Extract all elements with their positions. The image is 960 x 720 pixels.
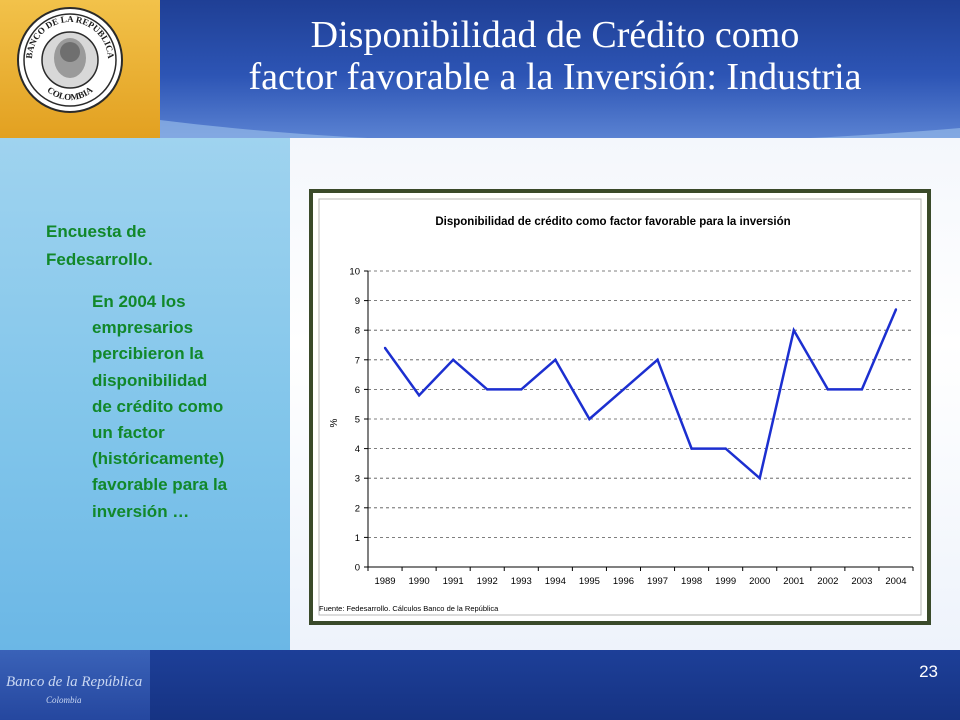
y-tick-label: 10 — [349, 267, 360, 278]
chart-source-note: Fuente: Fedesarrollo. Cálculos Banco de … — [319, 604, 499, 613]
data-point — [894, 308, 898, 311]
x-tick-label: 1994 — [545, 576, 566, 587]
data-point — [792, 329, 795, 332]
x-tick-label: 2003 — [851, 576, 872, 587]
data-point — [656, 358, 659, 361]
chart-frame: Disponibilidad de crédito como factor fa… — [309, 189, 931, 625]
page-number: 23 — [919, 662, 938, 681]
y-tick-label: 3 — [355, 474, 360, 485]
x-tick-label: 2002 — [817, 576, 838, 587]
summary-text: En 2004 los empresarios percibieron la d… — [92, 292, 228, 521]
y-tick-label: 2 — [355, 503, 360, 514]
y-tick-label: 8 — [355, 326, 360, 337]
x-tick-label: 2001 — [783, 576, 804, 587]
x-tick-label: 1995 — [579, 576, 600, 587]
data-point — [758, 477, 761, 480]
y-tick-label: 5 — [355, 415, 360, 426]
title-line-1: Disponibilidad de Crédito como — [310, 14, 800, 56]
y-tick-label: 6 — [355, 385, 360, 396]
y-tick-label: 7 — [355, 355, 360, 366]
y-tick-label: 0 — [355, 563, 360, 574]
data-point — [690, 447, 693, 450]
line-chart: Disponibilidad de crédito como factor fa… — [318, 198, 922, 616]
data-point — [554, 358, 557, 361]
footer-logo-panel — [0, 650, 150, 720]
x-tick-label: 1989 — [374, 576, 395, 587]
header-band — [0, 0, 960, 138]
data-point — [622, 388, 625, 391]
chart-title: Disponibilidad de crédito como factor fa… — [435, 216, 790, 228]
footer-logo-text: Banco de la República — [6, 674, 143, 690]
left-panel — [0, 138, 290, 650]
x-tick-label: 1996 — [613, 576, 634, 587]
data-point — [383, 346, 387, 350]
x-tick-label: 1999 — [715, 576, 736, 587]
data-point — [860, 388, 864, 391]
x-tick-label: 1991 — [443, 576, 464, 587]
data-point — [451, 358, 455, 361]
data-point — [588, 417, 591, 421]
footer-band — [0, 650, 960, 720]
x-tick-label: 1992 — [477, 576, 498, 587]
page-title: Disponibilidad de Crédito como factor fa… — [160, 14, 950, 98]
footer-logo-subtext: Colombia — [46, 695, 82, 705]
y-axis-label: % — [329, 418, 340, 427]
x-tick-label: 1993 — [511, 576, 532, 587]
x-tick-label: 1998 — [681, 576, 702, 587]
data-point — [520, 388, 523, 391]
data-point — [724, 447, 727, 450]
x-tick-label: 1997 — [647, 576, 668, 587]
source-heading: Encuesta de Fedesarrollo. — [46, 222, 153, 269]
chart-panel: Disponibilidad de crédito como factor fa… — [313, 193, 927, 621]
data-point — [826, 388, 830, 391]
title-line-2: factor favorable a la Inversión: Industr… — [248, 56, 862, 98]
x-tick-label: 2004 — [885, 576, 906, 587]
data-point — [486, 388, 489, 391]
y-tick-label: 1 — [355, 533, 360, 544]
banco-republica-seal-icon: BANCO DE LA REPUBLICA COLOMBIA — [17, 7, 123, 113]
y-tick-label: 9 — [355, 296, 360, 307]
x-tick-label: 2000 — [749, 576, 770, 587]
x-tick-label: 1990 — [409, 576, 430, 587]
data-point — [417, 394, 421, 397]
y-tick-label: 4 — [355, 444, 360, 455]
series-line — [384, 308, 898, 481]
